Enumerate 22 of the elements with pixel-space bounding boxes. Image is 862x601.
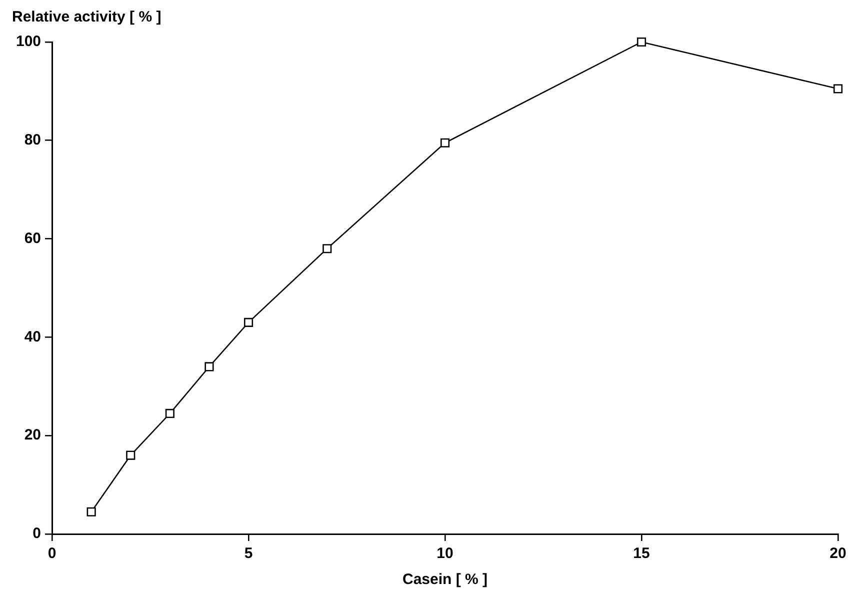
y-tick-label: 100 xyxy=(16,33,42,50)
y-tick-label: 20 xyxy=(24,426,42,444)
point xyxy=(833,84,843,94)
point xyxy=(165,408,174,418)
y-tick-label: 80 xyxy=(24,132,42,149)
point xyxy=(440,138,450,148)
point xyxy=(204,362,214,372)
y-axis-title: Relative activity [ % ] xyxy=(12,8,162,26)
point xyxy=(86,507,96,516)
point xyxy=(322,244,332,254)
x-tick-label: 0 xyxy=(48,545,56,562)
y-tick-label: 60 xyxy=(24,230,42,247)
x-axis-title: Casein [ % ] xyxy=(402,571,488,588)
y-tick-label: 40 xyxy=(24,328,42,346)
y-tick-label: 0 xyxy=(32,525,42,542)
x-tick-label: 15 xyxy=(633,545,650,562)
x-tick-label: 10 xyxy=(436,545,454,562)
point xyxy=(636,37,646,47)
x-tick-label: 5 xyxy=(244,545,253,562)
x-tick-label: 20 xyxy=(830,545,846,562)
point xyxy=(244,318,254,327)
point xyxy=(126,450,136,460)
